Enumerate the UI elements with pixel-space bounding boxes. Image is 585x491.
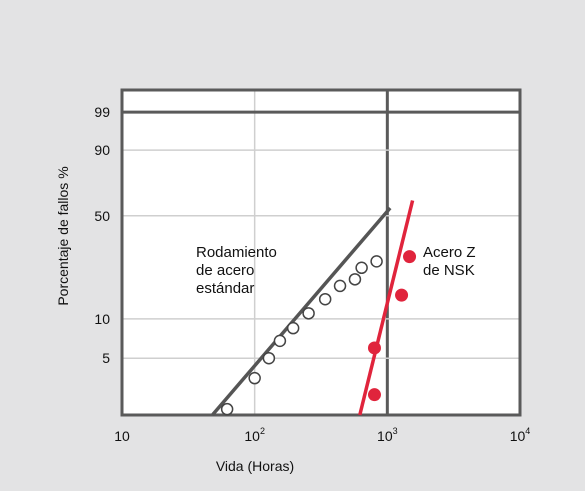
x-tick: 102 bbox=[244, 426, 265, 444]
x-tick-exponent: 2 bbox=[260, 426, 265, 436]
data-point bbox=[348, 273, 362, 286]
data-point bbox=[302, 307, 315, 320]
y-tick-label: 50 bbox=[94, 208, 110, 224]
data-point bbox=[367, 341, 381, 355]
series-standard-steel bbox=[211, 206, 392, 417]
series-layer bbox=[211, 200, 417, 417]
data-point bbox=[355, 261, 368, 275]
y-tick-labels: 5 10 50 90 99 bbox=[94, 104, 110, 366]
fit-line bbox=[358, 200, 415, 416]
y-tick-label: 5 bbox=[102, 350, 110, 366]
series-nsk-z-steel bbox=[358, 200, 417, 416]
data-point bbox=[318, 292, 332, 306]
data-point bbox=[248, 371, 261, 385]
label-line: de acero bbox=[196, 262, 254, 279]
data-point bbox=[395, 288, 409, 302]
data-point bbox=[286, 321, 300, 335]
x-tick-label: 103 bbox=[377, 426, 398, 444]
data-point bbox=[403, 250, 417, 264]
data-point bbox=[273, 334, 287, 348]
x-tick-exponent: 3 bbox=[393, 426, 398, 436]
x-tick-exponent: 4 bbox=[525, 426, 530, 436]
label-line: de NSK bbox=[423, 262, 475, 279]
x-tick: 104 bbox=[510, 426, 531, 444]
data-point bbox=[262, 351, 276, 365]
x-axis-label: Vida (Horas) bbox=[216, 458, 294, 474]
data-point bbox=[367, 388, 381, 402]
grid-lines bbox=[122, 90, 520, 415]
plot-frame bbox=[120, 88, 522, 417]
label-standard-steel: Rodamiento de acero estándar bbox=[196, 244, 277, 297]
y-tick-label: 90 bbox=[94, 142, 110, 158]
fit-line bbox=[211, 206, 392, 417]
x-tick: 103 bbox=[377, 426, 398, 444]
x-tick-label: 10 bbox=[114, 428, 130, 444]
data-point bbox=[370, 255, 383, 268]
data-point bbox=[220, 402, 234, 416]
label-line: estándar bbox=[196, 280, 254, 297]
y-tick-label: 10 bbox=[94, 311, 110, 327]
plot-area bbox=[122, 90, 520, 415]
y-axis-label: Porcentaje de fallos % bbox=[55, 166, 71, 305]
label-line: Rodamiento bbox=[196, 244, 277, 261]
x-tick-label: 102 bbox=[244, 426, 265, 444]
data-point bbox=[333, 279, 347, 293]
y-tick-label: 99 bbox=[94, 104, 110, 120]
x-tick: 10 bbox=[114, 428, 130, 444]
x-tick-labels: 10 102 103 104 bbox=[114, 426, 530, 444]
label-line: Acero Z bbox=[423, 244, 476, 261]
x-tick-label: 104 bbox=[510, 426, 531, 444]
